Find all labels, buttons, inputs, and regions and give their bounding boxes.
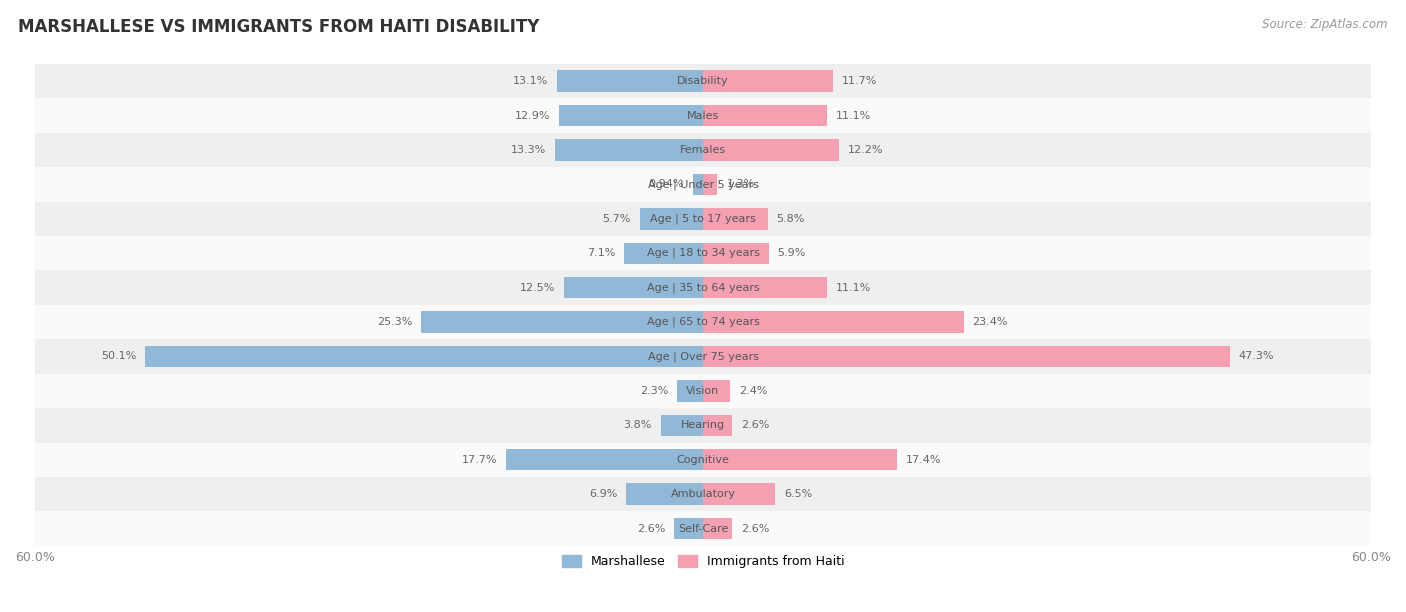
- Text: 23.4%: 23.4%: [973, 317, 1008, 327]
- Bar: [422, 312, 703, 333]
- Bar: [35, 133, 1371, 167]
- Text: 13.1%: 13.1%: [513, 76, 548, 86]
- Text: Cognitive: Cognitive: [676, 455, 730, 465]
- Text: 2.4%: 2.4%: [738, 386, 768, 396]
- Text: 17.4%: 17.4%: [905, 455, 941, 465]
- Bar: [506, 449, 703, 471]
- Text: 3.8%: 3.8%: [623, 420, 652, 430]
- Text: Age | 18 to 34 years: Age | 18 to 34 years: [647, 248, 759, 258]
- Text: 2.6%: 2.6%: [741, 524, 769, 534]
- Bar: [35, 374, 1371, 408]
- Text: Age | Under 5 years: Age | Under 5 years: [648, 179, 758, 190]
- Bar: [703, 346, 1230, 367]
- Text: 6.9%: 6.9%: [589, 489, 617, 499]
- Bar: [35, 236, 1371, 271]
- Text: Males: Males: [688, 111, 718, 121]
- Bar: [703, 70, 834, 92]
- Bar: [703, 105, 827, 126]
- Text: 5.7%: 5.7%: [602, 214, 631, 224]
- Bar: [626, 483, 703, 505]
- Bar: [35, 201, 1371, 236]
- Text: Source: ZipAtlas.com: Source: ZipAtlas.com: [1263, 18, 1388, 31]
- Bar: [624, 242, 703, 264]
- Text: Vision: Vision: [686, 386, 720, 396]
- Bar: [703, 449, 897, 471]
- Bar: [35, 167, 1371, 201]
- Bar: [35, 408, 1371, 442]
- Text: Hearing: Hearing: [681, 420, 725, 430]
- Bar: [703, 140, 839, 161]
- Text: 17.7%: 17.7%: [461, 455, 496, 465]
- Text: 11.1%: 11.1%: [835, 111, 870, 121]
- Bar: [703, 483, 775, 505]
- Bar: [564, 277, 703, 298]
- Bar: [35, 442, 1371, 477]
- Bar: [35, 99, 1371, 133]
- Legend: Marshallese, Immigrants from Haiti: Marshallese, Immigrants from Haiti: [557, 550, 849, 573]
- Text: Ambulatory: Ambulatory: [671, 489, 735, 499]
- Text: Age | Over 75 years: Age | Over 75 years: [648, 351, 758, 362]
- Text: Females: Females: [681, 145, 725, 155]
- Bar: [35, 271, 1371, 305]
- Bar: [35, 477, 1371, 512]
- Bar: [557, 70, 703, 92]
- Text: 50.1%: 50.1%: [101, 351, 136, 362]
- Text: 12.2%: 12.2%: [848, 145, 883, 155]
- Bar: [703, 415, 733, 436]
- Bar: [703, 518, 733, 539]
- Bar: [703, 174, 717, 195]
- Bar: [703, 312, 963, 333]
- Bar: [35, 305, 1371, 339]
- Bar: [35, 339, 1371, 374]
- Text: 47.3%: 47.3%: [1239, 351, 1274, 362]
- Text: 2.6%: 2.6%: [741, 420, 769, 430]
- Text: 12.5%: 12.5%: [520, 283, 555, 293]
- Bar: [35, 64, 1371, 99]
- Bar: [703, 208, 768, 230]
- Text: 2.6%: 2.6%: [637, 524, 665, 534]
- Text: 13.3%: 13.3%: [510, 145, 546, 155]
- Text: 2.3%: 2.3%: [640, 386, 668, 396]
- Bar: [678, 380, 703, 401]
- Text: 11.1%: 11.1%: [835, 283, 870, 293]
- Bar: [640, 208, 703, 230]
- Text: Disability: Disability: [678, 76, 728, 86]
- Bar: [703, 277, 827, 298]
- Text: 12.9%: 12.9%: [515, 111, 551, 121]
- Bar: [35, 512, 1371, 546]
- Bar: [661, 415, 703, 436]
- Text: Age | 65 to 74 years: Age | 65 to 74 years: [647, 317, 759, 327]
- Text: 7.1%: 7.1%: [586, 248, 614, 258]
- Text: 11.7%: 11.7%: [842, 76, 877, 86]
- Bar: [693, 174, 703, 195]
- Bar: [555, 140, 703, 161]
- Text: 6.5%: 6.5%: [785, 489, 813, 499]
- Text: Age | 35 to 64 years: Age | 35 to 64 years: [647, 282, 759, 293]
- Bar: [673, 518, 703, 539]
- Text: Age | 5 to 17 years: Age | 5 to 17 years: [650, 214, 756, 224]
- Text: MARSHALLESE VS IMMIGRANTS FROM HAITI DISABILITY: MARSHALLESE VS IMMIGRANTS FROM HAITI DIS…: [18, 18, 540, 36]
- Bar: [145, 346, 703, 367]
- Text: 5.8%: 5.8%: [776, 214, 804, 224]
- Bar: [703, 242, 769, 264]
- Text: 1.3%: 1.3%: [727, 179, 755, 190]
- Text: 25.3%: 25.3%: [377, 317, 412, 327]
- Bar: [560, 105, 703, 126]
- Text: Self-Care: Self-Care: [678, 524, 728, 534]
- Text: 0.94%: 0.94%: [648, 179, 683, 190]
- Bar: [703, 380, 730, 401]
- Text: 5.9%: 5.9%: [778, 248, 806, 258]
